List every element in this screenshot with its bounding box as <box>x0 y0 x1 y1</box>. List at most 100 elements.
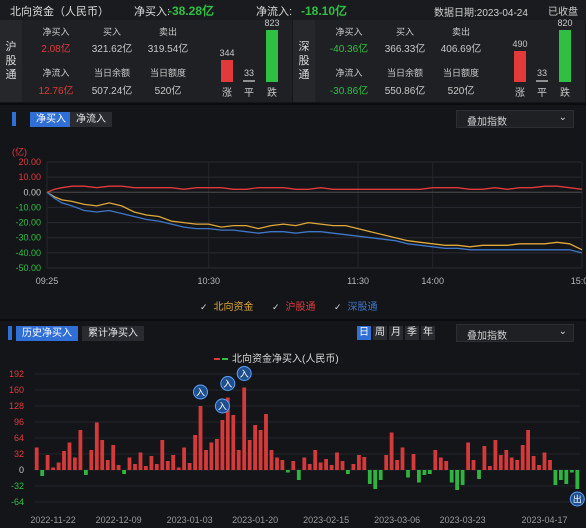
down-label: 跌 <box>560 88 570 99</box>
bar <box>318 462 323 470</box>
panel-name-char: 股 <box>5 55 17 67</box>
chevron-down-icon: ⌄ <box>558 326 567 337</box>
y-tick-label: 96 <box>14 417 24 427</box>
bar <box>493 440 498 470</box>
overlay-index-dropdown[interactable]: 叠加指数 ⌄ <box>456 110 574 128</box>
period-month[interactable]: 月 <box>389 326 403 340</box>
legend-swatch-red <box>214 358 220 361</box>
bar <box>204 450 208 470</box>
bar <box>89 450 94 470</box>
inflow-marker-icon[interactable]: 入 <box>220 376 236 391</box>
legend-label: 沪股通 <box>285 302 316 313</box>
data-date: 数据日期:2023-04-24 <box>434 8 528 19</box>
inflow-marker-icon[interactable]: 入 <box>214 398 230 414</box>
panel-name-char: 通 <box>298 69 310 81</box>
period-year[interactable]: 年 <box>421 326 435 340</box>
history-legend-label: 北向资金净买入(人民币) <box>232 354 339 365</box>
bar <box>182 447 186 470</box>
bar <box>471 460 476 470</box>
inflow-marker-icon[interactable]: 入 <box>236 366 252 381</box>
x-tick-label: 14:00 <box>421 276 444 286</box>
y-tick-label: 20.00 <box>18 157 41 167</box>
bar <box>400 447 405 470</box>
inflow-marker-icon[interactable]: 入 <box>193 384 208 400</box>
legend-item[interactable]: ✓ 深股通 <box>334 298 378 313</box>
y-tick-label: 32 <box>14 449 24 459</box>
net-buy-label: 净买入 <box>335 27 363 37</box>
market-status: 已收盘 <box>548 7 578 18</box>
divider <box>0 103 586 105</box>
net-inflow-value: -30.86亿 <box>329 86 369 97</box>
marker-circle <box>220 376 236 391</box>
bar <box>122 470 126 474</box>
balance-label: 当日余额 <box>386 68 423 78</box>
tab-history-net-buy[interactable]: 历史净买入 <box>16 326 78 341</box>
net-buy-value: 2.08亿 <box>41 44 71 55</box>
down-count: 820 <box>557 18 573 28</box>
x-tick-label: 11:30 <box>347 276 369 286</box>
bar <box>455 470 459 490</box>
marker-circle <box>236 366 252 381</box>
bar <box>417 470 421 483</box>
x-tick-label: 2023-04-17 <box>521 515 567 525</box>
up-count: 490 <box>512 39 528 49</box>
balance-label: 当日余额 <box>93 68 130 78</box>
bar <box>340 461 345 470</box>
bar <box>433 450 438 470</box>
bar <box>302 457 307 470</box>
net-inflow-label: 净流入 <box>335 68 363 78</box>
bar <box>138 452 143 470</box>
sell-value: 406.69亿 <box>440 44 482 55</box>
panel-name-char: 通 <box>5 69 17 81</box>
history-bar-chart: 192 160 128 96 64 32 0 -32 -64 2022-11-22 2022-12-… <box>9 366 585 525</box>
bar <box>116 465 121 470</box>
flat-count: 33 <box>243 68 254 78</box>
y-tick-label: -64 <box>11 497 24 507</box>
legend-label: 深股通 <box>347 302 378 313</box>
history-overlay-dropdown[interactable]: 叠加指数 ⌄ <box>456 324 574 342</box>
down-count-bar <box>559 30 571 82</box>
buy-label: 买入 <box>395 27 414 37</box>
flat-count-bar <box>243 80 255 82</box>
period-day[interactable]: 日 <box>357 326 371 340</box>
bar <box>569 470 574 473</box>
bar <box>553 470 558 485</box>
bar <box>466 442 470 470</box>
x-tick-label: 2023-02-15 <box>303 515 349 525</box>
tab-net-inflow[interactable]: 净流入 <box>70 112 112 127</box>
bar <box>269 450 274 470</box>
x-tick-label: 15:00 <box>571 276 586 286</box>
bar <box>477 470 481 479</box>
bar <box>67 442 72 470</box>
bar <box>187 463 192 470</box>
section-marker <box>8 326 12 340</box>
flat-count-bar <box>536 80 548 82</box>
bar <box>509 457 514 470</box>
legend-item[interactable]: ✓ 沪股通 <box>272 298 316 313</box>
balance-value: 507.24亿 <box>91 86 133 97</box>
tab-cumulative-net-buy[interactable]: 累计净买入 <box>82 326 144 341</box>
outflow-marker-icon[interactable]: 出 <box>569 491 585 507</box>
bar <box>307 464 312 470</box>
bar <box>78 430 83 470</box>
up-count-bar <box>514 51 526 82</box>
bar <box>559 470 563 480</box>
flat-count: 33 <box>536 68 547 78</box>
period-week[interactable]: 周 <box>373 326 387 340</box>
y-tick-label: 192 <box>9 369 24 379</box>
tab-net-buy[interactable]: 净买入 <box>30 112 72 127</box>
net-buy-value: -38.28亿 <box>168 4 215 18</box>
y-tick-label: -20.00 <box>15 218 41 228</box>
y-axis-unit: (亿) <box>12 146 27 157</box>
bar <box>144 466 148 470</box>
net-buy-value: -40.36亿 <box>329 44 369 55</box>
bar <box>351 464 356 470</box>
flat-label: 平 <box>537 88 547 99</box>
period-quarter[interactable]: 季 <box>405 326 419 340</box>
bar <box>111 445 116 470</box>
legend-item[interactable]: ✓ 北向资金 <box>200 298 254 313</box>
panel-name-char: 沪 <box>5 41 17 53</box>
y-tick-label: 10.00 <box>18 172 41 182</box>
marker-label: 出 <box>573 494 582 505</box>
y-tick-label: 0 <box>19 465 24 475</box>
